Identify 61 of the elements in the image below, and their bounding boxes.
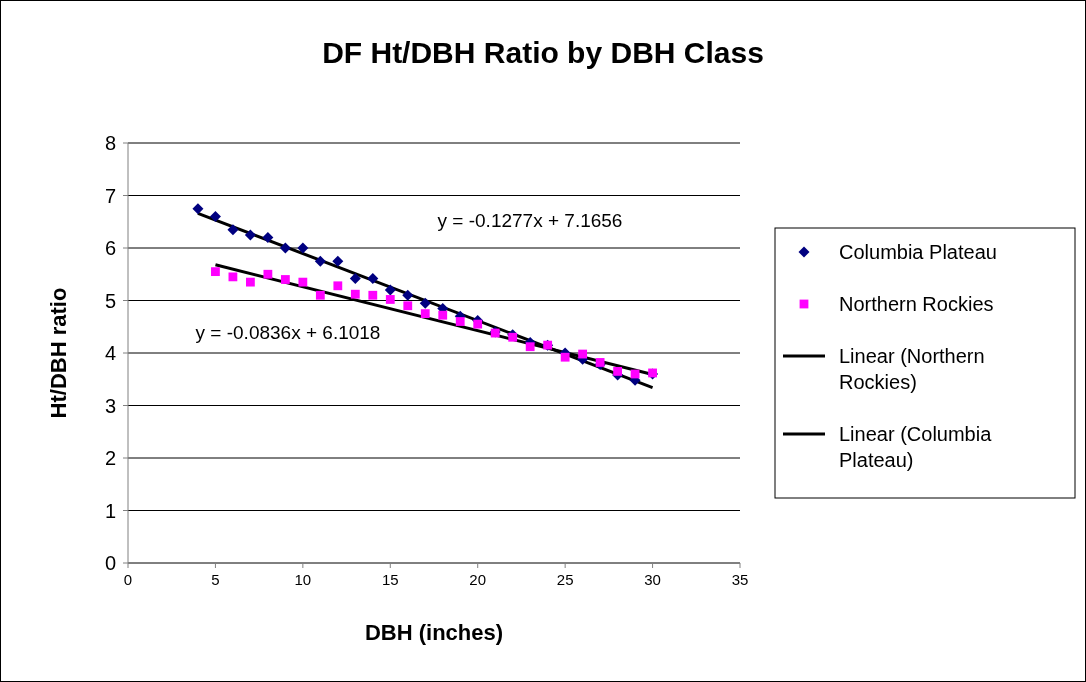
- point: [246, 277, 255, 287]
- point: [280, 275, 290, 284]
- point: [455, 317, 465, 326]
- legend-label: Linear (Columbia Plateau): [839, 423, 993, 471]
- y-tick-label: 6: [104, 237, 116, 259]
- annotation: y = -0.1277x + 7.1656: [437, 209, 623, 231]
- point: [438, 310, 448, 320]
- point: [262, 232, 274, 243]
- x-tick-label: 20: [469, 571, 487, 588]
- point: [560, 352, 570, 362]
- point: [227, 224, 239, 236]
- point: [211, 267, 220, 277]
- point: [244, 229, 256, 241]
- legend-label: Northern Rockies: [839, 293, 994, 315]
- x-tick-label: 5: [211, 571, 220, 588]
- point: [420, 309, 430, 319]
- y-tick-label: 4: [104, 342, 116, 364]
- point: [349, 272, 361, 284]
- point: [578, 349, 588, 359]
- y-tick-label: 2: [104, 447, 116, 469]
- point: [384, 284, 396, 296]
- point: [613, 366, 622, 376]
- point: [402, 289, 414, 301]
- chart-title: DF Ht/DBH Ratio by DBH Class: [322, 36, 764, 69]
- x-tick-label: 25: [556, 571, 574, 588]
- point: [473, 319, 483, 329]
- point: [368, 290, 378, 300]
- point: [525, 342, 535, 352]
- point: [315, 290, 325, 300]
- legend-label: Columbia Plateau: [839, 241, 997, 263]
- x-tick-label: 0: [123, 571, 133, 588]
- point: [298, 277, 308, 287]
- x-axis-title: DBH (inches): [364, 620, 504, 645]
- point: [367, 272, 379, 284]
- point: [263, 269, 273, 279]
- annotation: y = -0.0836x + 6.1018: [195, 321, 381, 343]
- point: [403, 301, 413, 311]
- point: [595, 358, 605, 367]
- y-axis-title: Ht/DBH ratio: [46, 287, 71, 419]
- y-tick-label: 1: [104, 499, 116, 522]
- x-tick-label: 30: [644, 571, 661, 588]
- point: [419, 297, 431, 309]
- point: [209, 211, 221, 222]
- y-tick-label: 7: [104, 184, 116, 207]
- point: [297, 242, 309, 254]
- point: [314, 255, 326, 267]
- point: [192, 203, 204, 215]
- point: [279, 242, 291, 254]
- point: [385, 295, 395, 304]
- point: [350, 289, 360, 299]
- y-tick-label: 0: [104, 552, 116, 574]
- x-tick-label: 35: [731, 571, 749, 588]
- legend-label: Linear (Northern Rockies): [839, 345, 985, 393]
- y-tick-label: 5: [104, 289, 116, 312]
- y-tick-label: 8: [104, 132, 116, 154]
- point: [332, 255, 344, 267]
- x-tick-label: 10: [294, 571, 312, 588]
- x-tick-label: 15: [381, 571, 399, 588]
- point: [333, 281, 343, 291]
- y-tick-label: 3: [104, 394, 116, 417]
- point: [228, 272, 238, 282]
